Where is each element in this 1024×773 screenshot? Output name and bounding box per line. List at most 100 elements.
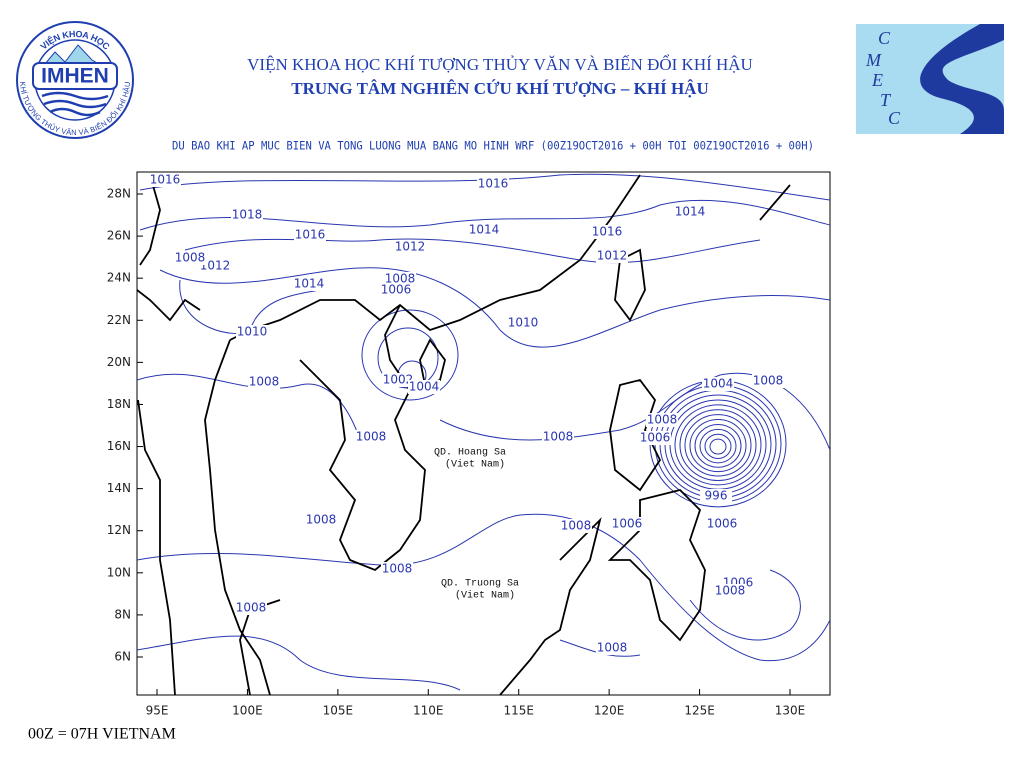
isobar-label-bg bbox=[477, 177, 509, 191]
isobar-label-bg bbox=[706, 517, 738, 531]
x-tick-label: 95E bbox=[146, 704, 169, 718]
isobar-label-bg bbox=[560, 519, 592, 533]
x-tick-label: 120E bbox=[594, 704, 625, 718]
y-tick-label: 26N bbox=[107, 229, 131, 243]
isobar-label: 1010 bbox=[508, 316, 539, 330]
logo-letter: M bbox=[865, 50, 882, 70]
isobar-label-bg bbox=[305, 513, 337, 527]
y-tick-label: 6N bbox=[114, 650, 131, 664]
places: QD. Hoang Sa(Viet Nam)QD. Truong Sa(Viet… bbox=[434, 448, 519, 602]
logo-letter: E bbox=[871, 70, 883, 90]
isobar-label-bg bbox=[355, 430, 387, 444]
x-tick-label: 100E bbox=[232, 704, 263, 718]
imhen-logo: IMHEN VIỆN KHOA HỌC KHÍ TƯỢNG THỦY VĂN V… bbox=[16, 21, 134, 139]
logo-name: IMHEN bbox=[41, 65, 109, 88]
isobar-label-bg bbox=[714, 584, 746, 598]
y-tick-label: 8N bbox=[114, 607, 131, 621]
isobar-label: 1016 bbox=[295, 228, 326, 242]
isobar-label-bg bbox=[611, 517, 643, 531]
isobar-label: 1008 bbox=[385, 272, 416, 286]
isobar-label-bg bbox=[380, 283, 412, 297]
isobar-label-bg bbox=[408, 380, 440, 394]
footer-note: 00Z = 07H VIETNAM bbox=[28, 726, 176, 743]
isobar-label: 1010 bbox=[237, 325, 268, 339]
logo-letter: T bbox=[880, 90, 892, 110]
isobar-label-bg bbox=[702, 377, 734, 391]
isobar-label: 1012 bbox=[200, 259, 231, 273]
typhoon-ring bbox=[679, 409, 757, 481]
y-tick-label: 20N bbox=[107, 355, 131, 369]
typhoon-ring bbox=[684, 414, 752, 477]
typhoon-ring bbox=[704, 433, 732, 459]
isobar-label: 1016 bbox=[478, 177, 509, 191]
isobar-label: 1012 bbox=[395, 240, 426, 254]
isobar-label-bg bbox=[384, 272, 416, 286]
isobar-label: 1008 bbox=[175, 251, 206, 265]
y-tick-label: 14N bbox=[107, 481, 131, 495]
isobar-label: 1016 bbox=[150, 173, 181, 187]
y-tick-label: 28N bbox=[107, 187, 131, 201]
isobar-label: 1014 bbox=[675, 205, 706, 219]
logo-letter: C bbox=[888, 108, 901, 128]
isobar-label: 1016 bbox=[592, 225, 623, 239]
isobar-label: 1008 bbox=[753, 374, 784, 388]
x-tick-label: 115E bbox=[503, 704, 534, 718]
typhoon-ring bbox=[694, 423, 742, 468]
logo-letter: C bbox=[878, 28, 891, 48]
isobar-label-bg bbox=[591, 225, 623, 239]
isobar-label-bg bbox=[231, 208, 263, 222]
y-tick-label: 24N bbox=[107, 271, 131, 285]
isobar-label-bg bbox=[381, 562, 413, 576]
typhoon-ring bbox=[689, 419, 747, 473]
isobar-label-bg bbox=[235, 601, 267, 615]
axis-ticks: 95E 100E 105E 110E 115E 120E 125E 130E 28N 26N 24N… bbox=[107, 187, 806, 718]
isobar-label: 1008 bbox=[249, 375, 280, 389]
isobar-label-bg bbox=[646, 413, 678, 427]
isobar-label: 1008 bbox=[236, 601, 267, 615]
isobar-label: 1006 bbox=[707, 517, 738, 531]
place-note: (Viet Nam) bbox=[455, 590, 515, 602]
isobar-label: 1008 bbox=[543, 430, 574, 444]
isobar-label: 1008 bbox=[356, 430, 387, 444]
isobar-label-bg bbox=[294, 228, 326, 242]
isobar-label-bg bbox=[507, 316, 539, 330]
isobar-label-bg bbox=[596, 641, 628, 655]
y-tick-label: 22N bbox=[107, 313, 131, 327]
x-tick-label: 125E bbox=[684, 704, 715, 718]
y-tick-label: 10N bbox=[107, 565, 131, 579]
isobar-label-bg bbox=[149, 173, 181, 187]
isobar-label: 1012 bbox=[597, 249, 628, 263]
isobar-label-bg bbox=[174, 251, 206, 265]
isobar-label: 1006 bbox=[612, 517, 643, 531]
isobar-label-bg bbox=[674, 205, 706, 219]
isobar-label-bg bbox=[248, 375, 280, 389]
isobar-label: 1002 bbox=[383, 373, 414, 387]
place-name: QD. Truong Sa bbox=[441, 579, 519, 590]
y-tick-label: 18N bbox=[107, 397, 131, 411]
isobar-label: 1014 bbox=[294, 277, 325, 291]
isobar-label: 1004 bbox=[409, 380, 440, 394]
isobar-label-bg bbox=[199, 259, 231, 273]
institute-title: VIỆN KHOA HỌC KHÍ TƯỢNG THỦY VĂN VÀ BIẾN… bbox=[247, 54, 753, 74]
map-title: DU BAO KHI AP MUC BIEN VA TONG LUONG MUA… bbox=[172, 139, 814, 153]
typhoon-ring bbox=[709, 438, 727, 455]
isobar-label: 1008 bbox=[306, 513, 337, 527]
map-frame bbox=[136, 171, 831, 696]
x-tick-label: 130E bbox=[775, 704, 806, 718]
isobar-label: 1008 bbox=[561, 519, 592, 533]
isobar-label: 1006 bbox=[381, 283, 412, 297]
isobar-label: 1008 bbox=[715, 584, 746, 598]
isobar-label: 1006 bbox=[640, 431, 671, 445]
isobars bbox=[137, 173, 830, 691]
isobar-label-bg bbox=[596, 249, 628, 263]
y-tick-label: 12N bbox=[107, 523, 131, 537]
x-tick-label: 110E bbox=[413, 704, 444, 718]
isobar-label-bg bbox=[382, 373, 414, 387]
isobar-label: 1008 bbox=[647, 413, 678, 427]
place-note: (Viet Nam) bbox=[445, 459, 505, 471]
isobar-label-bg bbox=[542, 430, 574, 444]
isobar-label-bg bbox=[468, 223, 500, 237]
